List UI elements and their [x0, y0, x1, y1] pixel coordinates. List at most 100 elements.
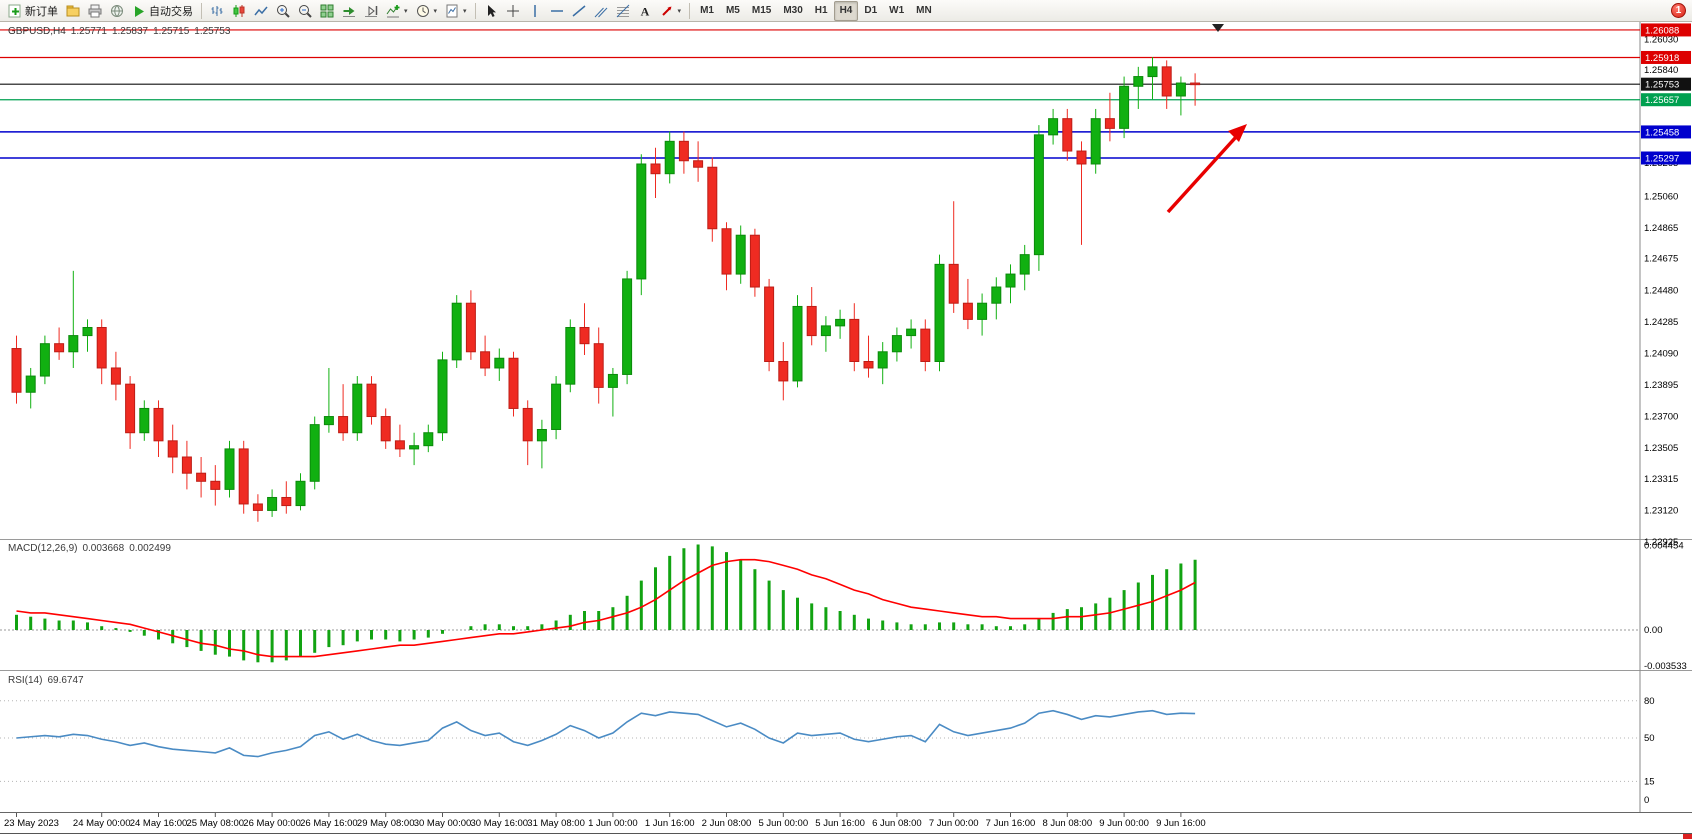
- time-axis-label: 23 May 2023: [4, 818, 59, 829]
- toolbar-separator: [474, 2, 476, 19]
- new-order-button[interactable]: 新订单: [4, 1, 62, 21]
- price-axis-label: 1.23120: [1644, 505, 1678, 516]
- candle-body: [238, 448, 249, 505]
- candle-body: [1019, 254, 1030, 275]
- candle-body: [267, 496, 278, 511]
- templates-button[interactable]: ▾: [441, 1, 471, 21]
- candle-body: [920, 328, 931, 362]
- time-axis-label: 5 Jun 16:00: [815, 818, 865, 829]
- price-axis-label: 1.22925: [1644, 537, 1678, 548]
- trendline-icon: [572, 4, 586, 18]
- candle-body: [522, 407, 533, 442]
- timeframe-m30-button[interactable]: M30: [777, 1, 808, 21]
- arrows-button[interactable]: ▾: [656, 1, 686, 21]
- trend-arrow-line[interactable]: [1166, 135, 1238, 214]
- crosshair-button[interactable]: [502, 1, 524, 21]
- timeframe-w1-button-label: W1: [889, 5, 905, 16]
- price-axis-label: 1.24090: [1644, 348, 1678, 359]
- candle-body: [948, 263, 959, 304]
- timeframe-mn-button[interactable]: MN: [910, 1, 938, 21]
- community-button[interactable]: [106, 1, 128, 21]
- candle-body: [565, 326, 576, 385]
- trend-arrow-head[interactable]: [1228, 124, 1247, 142]
- indicators-button[interactable]: ▾: [382, 1, 412, 21]
- autoscroll-icon: [342, 4, 356, 18]
- new-order-icon: [8, 4, 22, 18]
- candle-body: [1161, 66, 1172, 97]
- zoom-out-icon: [298, 4, 312, 18]
- channel-button[interactable]: [590, 1, 612, 21]
- profiles-button[interactable]: [62, 1, 84, 21]
- chart-shift-marker[interactable]: [1212, 24, 1224, 32]
- time-axis-label: 24 May 16:00: [130, 818, 188, 829]
- candle-body: [437, 359, 448, 434]
- candle-body: [11, 348, 22, 393]
- price-chart[interactable]: 1.260301.258401.256501.254601.252651.250…: [0, 22, 1692, 839]
- autotrading-button[interactable]: 自动交易: [128, 1, 197, 21]
- trendline-button[interactable]: [568, 1, 590, 21]
- candle-body: [877, 351, 888, 369]
- periods-button[interactable]: ▾: [412, 1, 442, 21]
- cursor-button[interactable]: [480, 1, 502, 21]
- rsi-axis-label: 0: [1644, 795, 1649, 806]
- timeframe-h4-button-label: H4: [839, 5, 853, 16]
- timeframe-w1-button[interactable]: W1: [883, 1, 910, 21]
- candle-body: [820, 325, 831, 337]
- new-order-button-label: 新订单: [25, 5, 58, 18]
- text-label-button[interactable]: A: [634, 1, 656, 21]
- zoom-out-button[interactable]: [294, 1, 316, 21]
- rsi-axis-label: 50: [1644, 733, 1655, 744]
- zoom-in-button[interactable]: [272, 1, 294, 21]
- rsi-axis-label: 80: [1644, 696, 1655, 707]
- macd-axis-label: 0.004454: [1644, 540, 1684, 551]
- candle-body: [536, 428, 547, 442]
- rsi-axis-label: 15: [1644, 776, 1655, 787]
- chart-window: 1.260301.258401.256501.254601.252651.250…: [0, 22, 1692, 839]
- candlestick-chart-button[interactable]: [228, 1, 250, 21]
- vertical-line-button[interactable]: [524, 1, 546, 21]
- timeframe-m1-button[interactable]: M1: [694, 1, 720, 21]
- candle-body: [224, 448, 235, 490]
- price-axis-label: 1.25060: [1644, 191, 1678, 202]
- bar-chart-button[interactable]: [206, 1, 228, 21]
- time-axis-label: 9 Jun 16:00: [1156, 818, 1206, 829]
- horizontal-line-button[interactable]: [546, 1, 568, 21]
- timeframe-d1-button[interactable]: D1: [858, 1, 883, 21]
- timeframe-h1-button[interactable]: H1: [809, 1, 834, 21]
- time-axis-label: 30 May 16:00: [471, 818, 529, 829]
- line-chart-button[interactable]: [250, 1, 272, 21]
- time-axis-label: 26 May 00:00: [243, 818, 301, 829]
- candle-body: [281, 496, 292, 507]
- clock-icon: [416, 4, 430, 18]
- price-badge-text: 1.25458: [1645, 127, 1679, 138]
- price-axis-label: 1.24285: [1644, 317, 1678, 328]
- chart-shift-button[interactable]: [360, 1, 382, 21]
- timeframe-m1-button-label: M1: [700, 5, 714, 16]
- price-axis-label: 1.23895: [1644, 380, 1678, 391]
- channel-icon: [594, 4, 608, 18]
- time-axis-label: 25 May 08:00: [187, 818, 245, 829]
- candle-body: [678, 140, 689, 162]
- timeframe-mn-button-label: MN: [916, 5, 932, 16]
- rsi-line: [16, 709, 1196, 758]
- price-badge-resistance-red: [1641, 23, 1691, 37]
- notification-badge[interactable]: 1: [1671, 3, 1686, 18]
- candle-body: [579, 326, 590, 345]
- auto-scroll-button[interactable]: [338, 1, 360, 21]
- timeframe-m15-button[interactable]: M15: [746, 1, 777, 21]
- timeframe-h4-button[interactable]: H4: [833, 0, 859, 21]
- time-axis-label: 1 Jun 16:00: [645, 818, 695, 829]
- price-badge-text: 1.25753: [1645, 80, 1679, 91]
- timeframe-m5-button[interactable]: M5: [720, 1, 746, 21]
- candle-body: [707, 166, 718, 230]
- time-axis-label: 1 Jun 00:00: [588, 818, 638, 829]
- tile-windows-button[interactable]: [316, 1, 338, 21]
- candle-body: [1076, 150, 1087, 165]
- candle-body: [494, 357, 505, 369]
- candle-body: [323, 416, 334, 426]
- fibonacci-button[interactable]: [612, 1, 634, 21]
- print-button[interactable]: [84, 1, 106, 21]
- candle-body: [451, 302, 462, 361]
- candle-body: [607, 373, 618, 388]
- price-axis-label: 1.23315: [1644, 474, 1678, 485]
